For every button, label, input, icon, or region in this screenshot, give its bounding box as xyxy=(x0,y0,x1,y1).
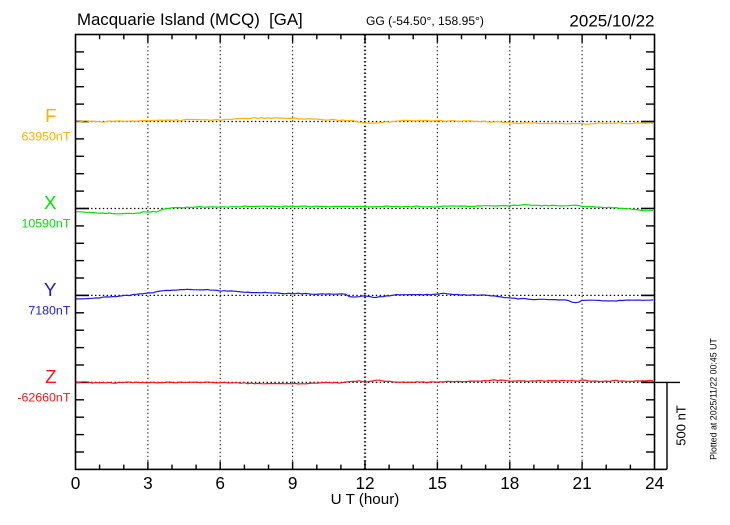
svg-text:9: 9 xyxy=(288,473,298,493)
svg-text:6: 6 xyxy=(215,473,225,493)
svg-text:63950nT: 63950nT xyxy=(21,129,70,143)
svg-text:Z: Z xyxy=(45,366,56,387)
svg-text:3: 3 xyxy=(143,473,153,493)
svg-text:18: 18 xyxy=(500,473,519,493)
svg-text:10590nT: 10590nT xyxy=(21,216,70,230)
svg-text:-62660nT: -62660nT xyxy=(17,390,70,404)
svg-text:Plotted at 2025/11/22 00:45 UT: Plotted at 2025/11/22 00:45 UT xyxy=(709,338,719,460)
svg-text:21: 21 xyxy=(573,473,592,493)
svg-text:F: F xyxy=(45,105,56,126)
svg-text:7180nT: 7180nT xyxy=(28,303,70,317)
svg-text:U T (hour): U T (hour) xyxy=(331,491,400,508)
svg-text:0: 0 xyxy=(71,473,81,493)
svg-text:Macquarie Island (MCQ) [GA]: Macquarie Island (MCQ) [GA] xyxy=(77,10,303,29)
svg-text:500 nT: 500 nT xyxy=(674,405,689,446)
svg-text:Y: Y xyxy=(44,279,57,300)
svg-text:2025/10/22: 2025/10/22 xyxy=(569,11,654,30)
svg-text:12: 12 xyxy=(355,473,374,493)
svg-text:X: X xyxy=(44,192,57,213)
svg-text:24: 24 xyxy=(645,473,665,493)
svg-text:GG (-54.50°, 158.95°): GG (-54.50°, 158.95°) xyxy=(366,14,484,28)
svg-text:15: 15 xyxy=(428,473,447,493)
